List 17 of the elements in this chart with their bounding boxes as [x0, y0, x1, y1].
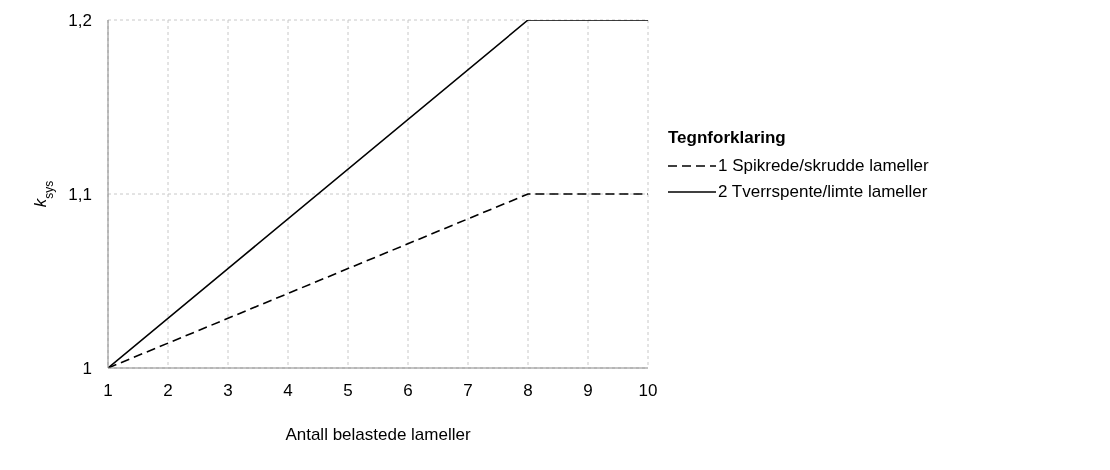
y-tick-label: 1,2	[68, 11, 92, 31]
y-tick-label: 1,1	[68, 185, 92, 205]
legend-title: Tegnforklaring	[668, 128, 787, 148]
x-tick-label: 1	[103, 381, 113, 401]
x-tick-label: 6	[403, 381, 413, 401]
x-tick-label: 8	[523, 381, 533, 401]
y-tick-label: 1	[82, 359, 92, 379]
legend-label: 1 Spikrede/skrudde lameller	[718, 156, 929, 176]
x-tick-label: 4	[283, 381, 293, 401]
x-tick-label: 3	[223, 381, 233, 401]
legend-label: 2 Tverrspente/limte lameller	[718, 182, 928, 202]
x-tick-label: 2	[163, 381, 173, 401]
x-axis-title: Antall belastede lameller	[285, 425, 471, 444]
x-tick-label: 9	[583, 381, 593, 401]
x-tick-label: 5	[343, 381, 353, 401]
x-tick-label: 10	[638, 381, 658, 401]
x-tick-label: 7	[463, 381, 473, 401]
